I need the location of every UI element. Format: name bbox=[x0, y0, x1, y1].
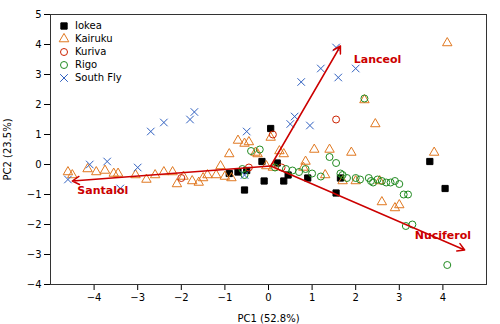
svg-text:−1: −1 bbox=[218, 292, 233, 303]
svg-text:0: 0 bbox=[35, 159, 41, 170]
svg-text:PC2 (23.5%): PC2 (23.5%) bbox=[2, 118, 13, 180]
svg-text:Nuciferol: Nuciferol bbox=[415, 229, 471, 242]
svg-text:2: 2 bbox=[353, 292, 359, 303]
svg-text:0: 0 bbox=[265, 292, 271, 303]
html-text:South Fly: South Fly bbox=[75, 72, 122, 83]
html-text:Rigo: Rigo bbox=[75, 59, 98, 70]
svg-text:−4: −4 bbox=[27, 279, 42, 290]
svg-text:1: 1 bbox=[35, 129, 41, 140]
svg-text:−1: −1 bbox=[27, 189, 42, 200]
svg-text:1: 1 bbox=[309, 292, 315, 303]
svg-text:−2: −2 bbox=[27, 219, 42, 230]
svg-text:4: 4 bbox=[440, 292, 446, 303]
svg-text:Lanceol: Lanceol bbox=[354, 53, 402, 66]
svg-text:5: 5 bbox=[35, 9, 41, 20]
svg-text:−3: −3 bbox=[27, 249, 42, 260]
html-text:Iokea: Iokea bbox=[75, 20, 102, 31]
svg-text:Santalol: Santalol bbox=[77, 184, 128, 197]
svg-text:−3: −3 bbox=[130, 292, 145, 303]
html-text:Kairuku: Kairuku bbox=[75, 33, 113, 44]
svg-text:2: 2 bbox=[35, 99, 41, 110]
svg-text:PC1 (52.8%): PC1 (52.8%) bbox=[237, 313, 299, 324]
svg-text:−2: −2 bbox=[174, 292, 189, 303]
svg-text:−4: −4 bbox=[87, 292, 102, 303]
html-text:Kuriva: Kuriva bbox=[75, 46, 107, 57]
svg-text:4: 4 bbox=[35, 39, 41, 50]
svg-text:3: 3 bbox=[396, 292, 402, 303]
svg-text:3: 3 bbox=[35, 69, 41, 80]
